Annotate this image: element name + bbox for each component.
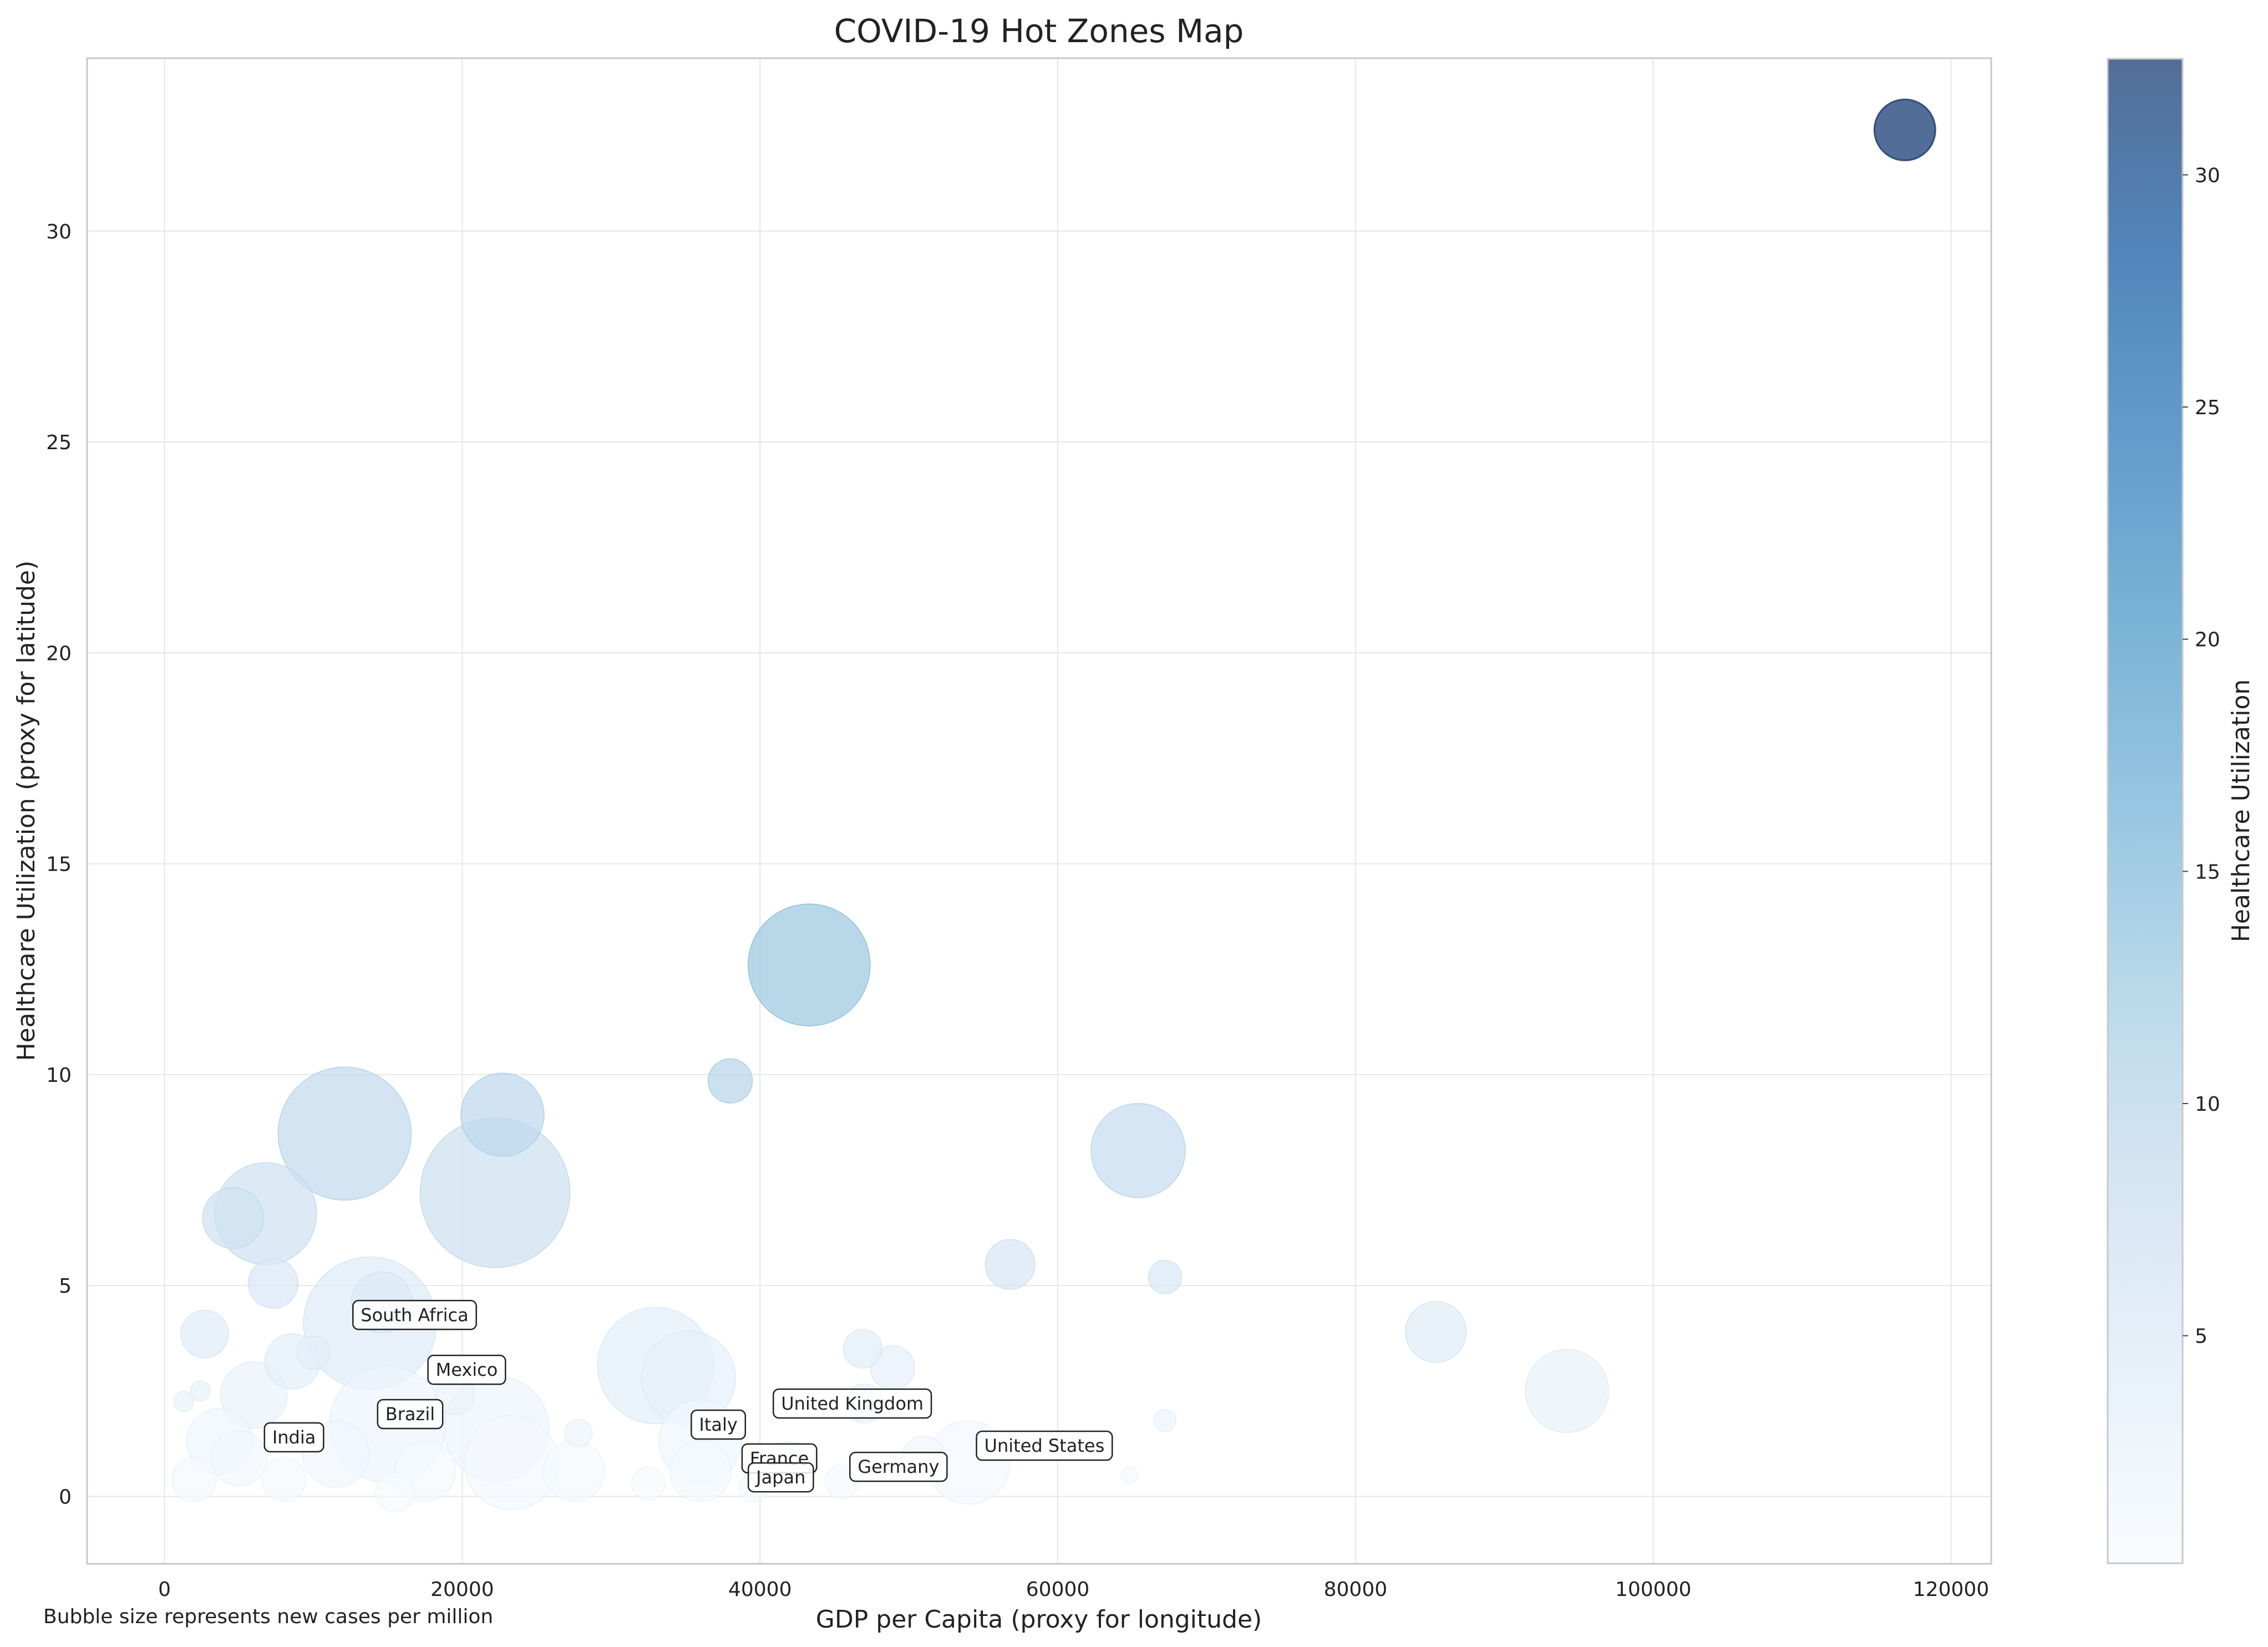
bubble-point	[631, 1466, 666, 1501]
bubble-point	[375, 1472, 415, 1512]
y-tick-label: 30	[46, 221, 72, 243]
annotation-box	[263, 1422, 324, 1453]
bubble-point	[190, 1380, 211, 1401]
bubble-point	[202, 1187, 264, 1249]
colorbar-tick-label: 10	[2195, 1093, 2220, 1116]
x-axis-title: GDP per Capita (proxy for longitude)	[816, 1605, 1262, 1634]
bubble-point	[261, 1457, 307, 1502]
bubble-point	[1525, 1349, 1609, 1433]
y-tick-label: 5	[59, 1275, 72, 1298]
annotation-box	[377, 1399, 444, 1430]
bubble-point	[669, 1440, 732, 1502]
y-axis-ticks: 0 5 10 15 20 25 30	[46, 221, 72, 1509]
annotation-box	[691, 1409, 747, 1440]
colorbar-label: Healthcare Utilization	[2227, 679, 2255, 942]
x-tick-label: 120000	[1913, 1578, 1989, 1601]
y-tick-label: 20	[46, 642, 72, 665]
colorbar-tick-label: 15	[2195, 861, 2220, 883]
annotation-label: Japan	[747, 1462, 814, 1493]
annotation-label: United Kingdom	[772, 1388, 932, 1419]
annotation-text: Italy	[699, 1414, 737, 1435]
y-axis-title: Healthcare Utilization (proxy for latitu…	[12, 561, 40, 1061]
x-tick-label: 20000	[430, 1578, 494, 1601]
bubble-point	[564, 1419, 593, 1447]
bubble-size-note: Bubble size represents new cases per mil…	[43, 1605, 493, 1628]
bubble-point	[180, 1309, 229, 1359]
annotation-label: South Africa	[352, 1300, 477, 1330]
annotation-label: United States	[976, 1430, 1113, 1461]
bubble-point	[542, 1440, 605, 1502]
bubble-point	[985, 1239, 1036, 1290]
colorbar-tick-label: 25	[2195, 396, 2220, 419]
x-tick-label: 80000	[1324, 1578, 1388, 1601]
bubble-point	[1148, 1260, 1183, 1294]
annotation-text: Mexico	[436, 1359, 498, 1380]
bubble-point	[1405, 1300, 1467, 1363]
annotation-label: Italy	[691, 1409, 747, 1440]
annotation-box	[747, 1462, 814, 1493]
x-tick-label: 0	[158, 1578, 171, 1601]
bubble-point	[460, 1072, 545, 1157]
annotation-text: United Kingdom	[781, 1393, 924, 1414]
annotation-text: United States	[985, 1435, 1105, 1456]
colorbar-tick-label: 5	[2195, 1325, 2208, 1348]
bubble-point	[173, 1391, 195, 1412]
annotation-label: Mexico	[427, 1354, 506, 1385]
y-tick-label: 15	[46, 853, 72, 876]
annotation-text: Germany	[858, 1456, 939, 1477]
annotation-box	[849, 1451, 948, 1482]
bubble-point	[707, 1058, 753, 1104]
grid	[87, 58, 1991, 1564]
annotation-text: Japan	[755, 1467, 805, 1488]
chart-title: COVID-19 Hot Zones Map	[834, 12, 1244, 50]
bubble-point	[1153, 1409, 1177, 1432]
colorbar-tick-label: 30	[2195, 164, 2220, 187]
bubble-point	[1120, 1466, 1138, 1485]
annotation-label: India	[263, 1422, 324, 1453]
bubble-point	[277, 1066, 412, 1201]
bubble-layer	[171, 98, 1936, 1512]
colorbar-tick-label: 20	[2195, 629, 2220, 652]
annotation-text: South Africa	[361, 1304, 468, 1325]
x-tick-label: 100000	[1615, 1578, 1691, 1601]
colorbar: 5 10 15 20 25 30 Healthcare Utilization	[2107, 58, 2255, 1564]
y-tick-label: 0	[59, 1486, 72, 1508]
y-tick-label: 25	[46, 431, 72, 454]
annotation-text: India	[272, 1427, 316, 1448]
annotation-label: Germany	[849, 1451, 948, 1482]
annotation-box	[352, 1300, 477, 1330]
bubble-point	[296, 1335, 331, 1370]
bubble-point	[247, 1258, 299, 1309]
bubble-point	[1090, 1102, 1186, 1198]
bubble-point	[211, 1430, 267, 1487]
bubble-point	[171, 1457, 217, 1502]
colorbar-gradient	[2107, 58, 2184, 1564]
plot-frame	[86, 57, 1992, 1565]
country-annotations: South Africa Mexico Brazil India Italy United…	[263, 1300, 1113, 1493]
annotation-box	[772, 1388, 932, 1419]
x-tick-label: 60000	[1026, 1578, 1090, 1601]
bubble-point	[843, 1329, 883, 1369]
colorbar-ticks: 5 10 15 20 25 30	[2183, 164, 2220, 1348]
annotation-box	[427, 1354, 506, 1385]
y-tick-label: 10	[46, 1064, 72, 1087]
bubble-point	[1873, 98, 1936, 161]
bubble-point	[748, 903, 871, 1026]
annotation-label: Brazil	[377, 1399, 444, 1430]
annotation-box	[976, 1430, 1113, 1461]
annotation-text: Brazil	[385, 1404, 435, 1425]
x-tick-label: 40000	[728, 1578, 792, 1601]
x-axis-ticks: 0 20000 40000 60000 80000 100000 120000	[158, 1578, 1989, 1601]
